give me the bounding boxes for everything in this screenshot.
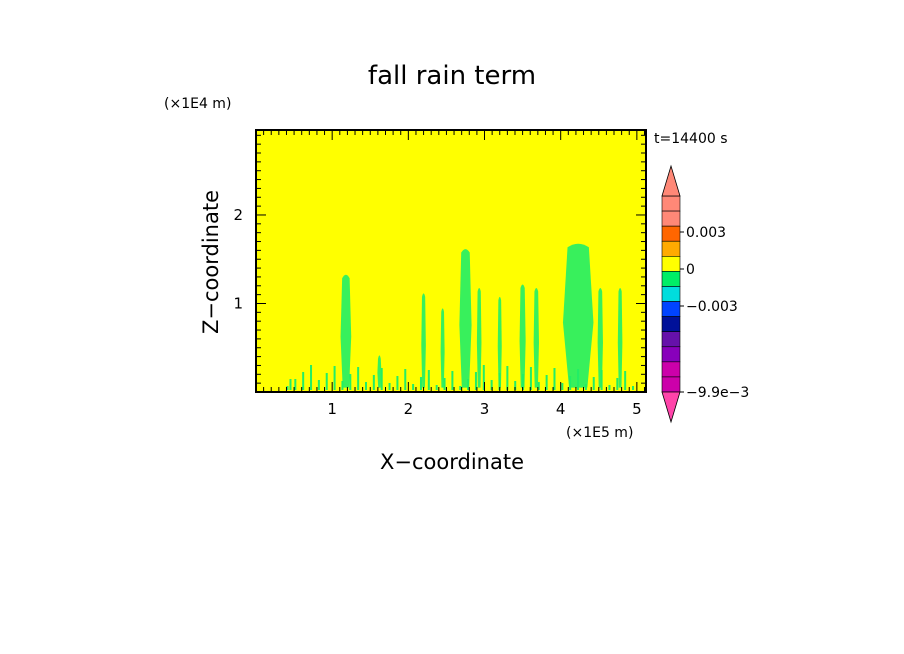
feature-speck [529, 367, 532, 390]
feature-speck [584, 384, 587, 390]
feature-speck [592, 377, 595, 390]
feature-speck [522, 374, 525, 390]
feature-speck [427, 370, 430, 390]
feature-speck [372, 375, 375, 390]
colorbar-max-triangle [661, 164, 681, 197]
feature-speck [365, 382, 368, 390]
feature-7 [519, 284, 526, 388]
feature-0 [340, 274, 352, 388]
feature-speck [569, 376, 572, 390]
feature-10 [597, 288, 603, 388]
x-tick-label: 4 [556, 400, 566, 418]
feature-speck [435, 385, 438, 390]
feature-speck [553, 368, 556, 390]
feature-speck [380, 368, 383, 390]
feature-speck [286, 386, 289, 390]
plot-frame [255, 129, 647, 393]
feature-speck [325, 373, 328, 390]
feature-speck [357, 367, 360, 390]
feature-4 [459, 249, 472, 388]
feature-speck [490, 380, 493, 390]
axis-ticks: 1 2 3 4 5 1 2 [233, 130, 646, 418]
colorbar-band [661, 316, 681, 332]
colorbar-label: −9.9e−3 [686, 385, 749, 401]
colorbar-band [661, 376, 681, 393]
chart-title: fall rain term [368, 61, 536, 91]
x-tick-label: 5 [632, 400, 642, 418]
colorbar-band [661, 210, 681, 227]
colorbar-band [661, 225, 681, 242]
contour-features [286, 243, 635, 390]
feature-speck [616, 378, 619, 390]
feature-speck [388, 383, 391, 390]
feature-speck [294, 379, 297, 390]
feature-1 [377, 355, 382, 388]
feature-speck [600, 370, 603, 390]
feature-speck [419, 377, 422, 390]
colorbar-band [661, 240, 681, 257]
colorbar-label: −0.003 [686, 299, 738, 315]
feature-speck [632, 386, 635, 390]
feature-speck [333, 366, 336, 390]
x-axis-unit: (×1E5 m) [566, 425, 633, 441]
time-label: t=14400 s [654, 131, 728, 147]
feature-speck [310, 365, 313, 390]
feature-8 [533, 288, 539, 388]
feature-speck [474, 372, 477, 390]
y-tick-label: 1 [233, 294, 243, 312]
feature-speck [514, 381, 517, 390]
x-tick-label: 3 [480, 400, 490, 418]
colorbar-label: 0 [686, 262, 695, 278]
feature-speck [349, 374, 352, 390]
colorbar-band [661, 331, 681, 348]
colorbar-band [661, 361, 681, 378]
feature-speck [467, 379, 470, 390]
colorbar-band [661, 195, 681, 212]
x-tick-label: 2 [404, 400, 414, 418]
feature-9 [562, 243, 594, 388]
feature-speck [608, 385, 611, 390]
x-tick-label: 1 [327, 400, 337, 418]
colorbar-band [661, 256, 681, 272]
y-axis-label: Z−coordinate [199, 190, 223, 334]
feature-speck [341, 381, 344, 390]
feature-speck [317, 380, 320, 390]
feature-speck [482, 365, 485, 390]
colorbar-label: 0.003 [686, 225, 726, 241]
feature-speck [506, 366, 509, 390]
x-axis-label: X−coordinate [380, 450, 524, 474]
feature-speck [624, 371, 627, 390]
colorbar-band [661, 301, 681, 317]
y-tick-label: 2 [233, 206, 243, 224]
feature-speck [545, 375, 548, 390]
y-axis-unit: (×1E4 m) [164, 96, 231, 112]
feature-speck [459, 386, 462, 390]
feature-speck [302, 372, 305, 390]
feature-3 [440, 308, 445, 388]
colorbar-band [661, 271, 681, 287]
colorbar: 0.003 0 −0.003 −9.9e−3 [661, 164, 749, 424]
feature-speck [443, 378, 446, 390]
feature-speck [396, 376, 399, 390]
feature-speck [289, 379, 292, 390]
feature-speck [537, 382, 540, 390]
feature-6 [497, 296, 502, 388]
feature-speck [412, 384, 415, 390]
colorbar-min-triangle [661, 391, 681, 424]
feature-speck [577, 369, 580, 390]
feature-speck [404, 369, 407, 390]
plot-area: 1 2 3 4 5 1 2 [233, 129, 647, 418]
feature-speck [498, 373, 501, 390]
feature-11 [617, 288, 623, 388]
feature-speck [561, 383, 564, 390]
feature-speck [451, 371, 454, 390]
feature-5 [476, 288, 482, 388]
colorbar-band [661, 346, 681, 363]
feature-2 [421, 293, 426, 388]
colorbar-band [661, 286, 681, 302]
